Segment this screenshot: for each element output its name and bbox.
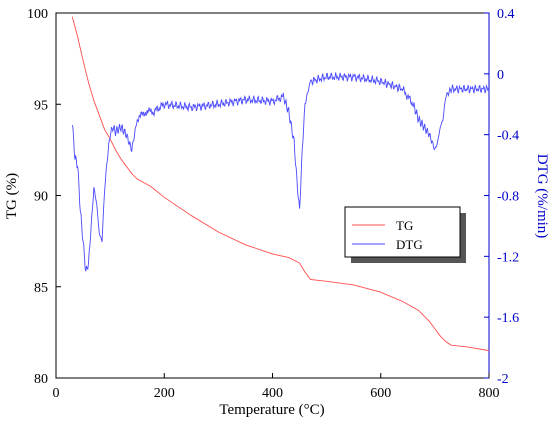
legend-box — [344, 206, 461, 258]
y-left-tick-label: 80 — [34, 372, 48, 387]
x-axis-title: Temperature (°C) — [219, 402, 324, 418]
y-left-tick-label: 85 — [34, 281, 48, 296]
y-left-tick-label: 100 — [27, 7, 48, 22]
legend-label-tg: TG — [396, 218, 413, 233]
y-right-tick-label: -1.6 — [497, 311, 519, 326]
x-tick-label: 600 — [370, 386, 391, 401]
x-tick-label: 800 — [479, 386, 500, 401]
legend: TG DTG — [344, 206, 466, 263]
x-tick-label: 200 — [154, 386, 175, 401]
y-right-tick-label: -0.4 — [497, 129, 519, 144]
y-right-axis-title: DTG (%/min) — [534, 154, 550, 239]
x-tick-label: 0 — [53, 386, 60, 401]
series-line-tg — [71, 16, 490, 352]
y-right-tick-label: 0.4 — [497, 7, 515, 22]
y-left-axis-title: TG (%) — [4, 173, 20, 219]
y-right-tick-label: -2 — [497, 372, 509, 387]
series-line-dtg — [71, 72, 490, 272]
y-left-tick-label: 95 — [34, 98, 48, 113]
legend-label-dtg: DTG — [396, 237, 423, 252]
y-right-tick-label: -0.8 — [497, 190, 519, 205]
y-left-tick-label: 90 — [34, 190, 48, 205]
x-tick-label: 400 — [262, 386, 283, 401]
plot-frame — [55, 12, 490, 379]
y-right-tick-label: -1.2 — [497, 250, 519, 265]
y-right-tick-label: 0 — [497, 68, 504, 83]
